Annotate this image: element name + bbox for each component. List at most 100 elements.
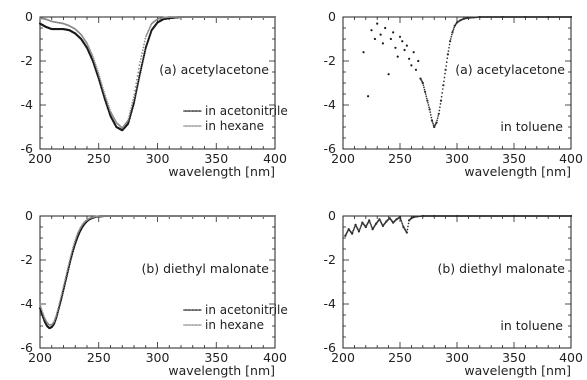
data-point <box>137 71 140 74</box>
legend-swatch-dot <box>197 110 199 112</box>
panel-label: (b) diethyl malonate <box>141 261 269 276</box>
legend-swatch-dot <box>191 110 194 112</box>
data-point <box>101 84 103 87</box>
data-point <box>421 82 424 84</box>
data-point <box>61 291 63 294</box>
data-point <box>137 78 140 81</box>
legend-swatch-dot <box>187 110 189 112</box>
data-point <box>141 49 144 52</box>
data-point <box>417 59 420 63</box>
data-point <box>71 249 74 252</box>
data-point <box>39 305 42 308</box>
data-point <box>66 267 69 270</box>
data-point <box>396 55 399 58</box>
legend-swatch-dot <box>195 110 198 112</box>
data-point <box>370 223 372 226</box>
y-tick-label: 0 <box>25 9 33 24</box>
data-point <box>447 53 449 56</box>
data-point <box>445 65 448 67</box>
data-point <box>414 68 418 71</box>
data-point <box>86 42 89 45</box>
data-point <box>137 67 140 70</box>
data-point <box>410 64 413 67</box>
chart-panel-2: 200 250 300 350 400 0 -2 -4 -6 wavelength [nm] (a)… <box>324 9 583 179</box>
data-point <box>136 75 139 77</box>
data-point <box>143 40 146 43</box>
data-point <box>400 221 403 223</box>
data-point <box>143 43 145 46</box>
data-point <box>139 71 142 74</box>
data-point <box>131 101 134 104</box>
data-point <box>103 93 106 95</box>
data-point <box>108 108 111 111</box>
data-point <box>352 228 355 231</box>
data-point <box>134 86 137 88</box>
data-point <box>376 22 379 25</box>
legend-swatch-dot <box>186 324 188 326</box>
x-tick-label: 350 <box>204 151 228 166</box>
series-1 <box>38 15 276 132</box>
y-tick-label: -2 <box>324 53 336 68</box>
data-point <box>443 80 445 83</box>
data-point <box>73 242 76 245</box>
data-point <box>362 51 365 54</box>
data-point <box>135 82 138 85</box>
data-point <box>130 104 133 107</box>
chart-panel-4: 200 250 300 350 400 0 -2 -4 -6 wavelength [nm] (b)… <box>324 208 583 378</box>
data-point <box>104 95 107 97</box>
legend-swatch-dot <box>186 110 188 112</box>
data-point <box>402 224 404 227</box>
data-point <box>92 57 95 60</box>
x-tick-label: 400 <box>559 350 583 365</box>
data-point <box>132 99 134 101</box>
legend-swatch-dot <box>197 324 199 326</box>
data-point <box>381 42 384 45</box>
data-point <box>135 90 138 93</box>
legend-swatch-dot <box>184 110 187 112</box>
data-point <box>401 40 404 43</box>
data-point <box>148 26 151 29</box>
series-2 <box>39 215 276 326</box>
data-point <box>351 232 353 235</box>
data-point <box>407 222 410 225</box>
data-point <box>424 93 427 95</box>
x-tick-label: 400 <box>263 350 287 365</box>
legend-swatch-dot <box>198 324 201 326</box>
data-point <box>72 244 75 247</box>
data-point <box>56 310 59 313</box>
legend-swatch-dot <box>195 125 198 127</box>
data-point <box>436 119 438 122</box>
x-tick-label: 250 <box>87 151 111 166</box>
data-point <box>429 111 432 113</box>
y-tick-label: -4 <box>21 296 34 311</box>
x-tick-label: 400 <box>559 151 583 166</box>
data-point <box>405 44 408 47</box>
data-point <box>99 77 102 80</box>
data-point <box>138 76 141 79</box>
data-point <box>142 46 145 49</box>
data-point <box>451 31 454 34</box>
data-point <box>76 233 79 235</box>
data-point <box>401 222 404 225</box>
data-point <box>132 96 135 99</box>
data-point <box>448 43 451 46</box>
data-point <box>449 38 452 40</box>
legend-swatch-dot <box>200 110 202 112</box>
data-point <box>41 309 43 312</box>
data-point <box>61 289 64 292</box>
data-point <box>351 231 354 233</box>
legend-swatch-dot <box>183 309 185 311</box>
data-point <box>360 224 363 227</box>
x-tick-label: 400 <box>263 151 287 166</box>
data-point <box>53 320 56 323</box>
data-point <box>106 100 109 103</box>
data-point <box>429 114 432 116</box>
data-point <box>90 51 92 54</box>
data-point <box>431 119 433 122</box>
x-tick-label: 200 <box>28 151 52 166</box>
legend-label: in acetonitrile <box>205 104 288 118</box>
legend-swatch-dot <box>190 125 192 127</box>
data-point <box>105 98 108 101</box>
data-point <box>77 231 80 234</box>
data-point <box>366 95 370 98</box>
